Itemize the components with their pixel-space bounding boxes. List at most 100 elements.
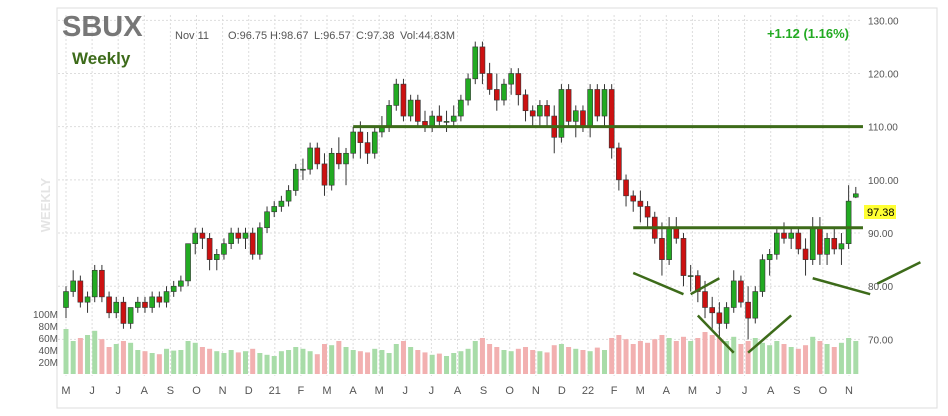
- month-tick-label: A: [141, 385, 149, 397]
- candle-body: [852, 193, 859, 198]
- volume-bar: [85, 335, 91, 374]
- candle-body: [314, 147, 321, 165]
- volume-bar: [587, 351, 593, 374]
- volume-bar: [774, 341, 780, 374]
- candle-body: [644, 206, 651, 218]
- volume-bar: [77, 338, 83, 374]
- volume-bar: [221, 353, 227, 374]
- candle-body: [328, 152, 335, 186]
- volume-bar: [278, 351, 284, 374]
- volume-bar: [386, 353, 392, 374]
- volume-bar: [609, 338, 615, 374]
- pattern-trendline: [690, 277, 720, 296]
- month-axis: M J J A S O N D 21 F M A M J J A S O N D 22 F M A M J J A S O N: [61, 385, 853, 397]
- volume-bar: [544, 352, 550, 374]
- candle-body: [673, 227, 680, 239]
- volume-bar: [716, 338, 722, 374]
- candle-body: [364, 142, 371, 154]
- volume-bar: [149, 353, 155, 374]
- candle-body: [185, 243, 191, 282]
- volume-bar: [551, 345, 557, 374]
- candle-body: [106, 296, 112, 314]
- volume-bar: [135, 350, 141, 374]
- candle-body: [120, 301, 127, 324]
- candle-body: [292, 168, 299, 191]
- last-price-tag: [864, 205, 896, 219]
- volume-bar: [379, 350, 385, 374]
- volume-bar: [738, 344, 744, 374]
- candle-body: [70, 280, 76, 292]
- candle-body: [407, 99, 414, 117]
- volume-bar: [271, 356, 277, 374]
- candle-body: [343, 152, 349, 165]
- volume-bar: [745, 341, 751, 374]
- volume-bar: [530, 350, 536, 374]
- volume-bar: [92, 330, 98, 374]
- price-tick-label: 100.00: [868, 176, 899, 187]
- volume-bar: [817, 341, 823, 374]
- volume-bar: [616, 335, 622, 374]
- candle-body: [213, 254, 220, 260]
- period-watermark: WEEKLY: [38, 177, 53, 232]
- candle-body: [135, 301, 141, 308]
- candle-body: [759, 259, 766, 292]
- volume-bar: [300, 348, 306, 374]
- volume-bar: [422, 352, 428, 374]
- candle-body: [163, 291, 170, 303]
- candle-body: [400, 83, 407, 117]
- candle-body: [508, 73, 514, 85]
- volume-bar: [70, 341, 76, 374]
- volume-bar: [415, 350, 421, 374]
- candle-body: [113, 301, 120, 314]
- month-tick-label: M: [688, 385, 697, 397]
- month-tick-label: S: [480, 385, 487, 397]
- volume-bar: [264, 354, 270, 374]
- candle-body: [415, 99, 421, 122]
- bar-date: Nov 11: [175, 30, 209, 42]
- volume-bar: [580, 350, 586, 374]
- candle-body: [501, 83, 507, 101]
- candle-body: [321, 163, 328, 186]
- candle-body: [336, 152, 342, 165]
- volume-bar: [293, 347, 299, 374]
- month-tick-label: S: [793, 385, 800, 397]
- month-tick-label: M: [322, 385, 331, 397]
- volume-bar: [336, 341, 342, 374]
- volume-bar: [214, 351, 220, 374]
- volume-bar: [602, 350, 607, 374]
- candle-body: [529, 110, 536, 117]
- candle-body: [271, 206, 278, 213]
- candle-body: [357, 131, 364, 143]
- volume-bar: [795, 348, 801, 374]
- month-tick-label: M: [375, 385, 384, 397]
- month-tick-label: F: [298, 385, 305, 397]
- volume-bar: [235, 352, 241, 374]
- candle-body: [580, 110, 586, 127]
- candle-body: [738, 280, 744, 303]
- volume-bar: [494, 347, 500, 374]
- volume-tick-label: 80M: [39, 322, 58, 333]
- candle-body: [601, 89, 608, 117]
- period-label: Weekly: [72, 49, 131, 68]
- volume-bar: [106, 347, 112, 374]
- candle-body: [752, 291, 759, 319]
- volume-tick-label: 100M: [33, 310, 58, 321]
- volume-bar: [408, 347, 414, 374]
- volume-bar: [465, 348, 471, 374]
- month-tick-label: D: [245, 385, 253, 397]
- candle-body: [242, 232, 249, 239]
- volume-bar: [479, 338, 485, 374]
- candle-body: [235, 232, 242, 239]
- price-axis: 130.00 120.00 110.00 100.00 90.00 80.00 70.00: [868, 16, 899, 346]
- volume-bar: [444, 356, 450, 374]
- candle-body: [723, 307, 730, 324]
- volume-bar: [314, 354, 320, 374]
- volume-bar: [623, 339, 629, 374]
- candle-body: [781, 232, 787, 239]
- month-tick-label: J: [89, 385, 95, 397]
- volume-bar: [558, 344, 564, 374]
- month-tick-label: 21: [269, 385, 281, 397]
- volume-bar: [824, 344, 830, 374]
- candle-body: [687, 275, 694, 277]
